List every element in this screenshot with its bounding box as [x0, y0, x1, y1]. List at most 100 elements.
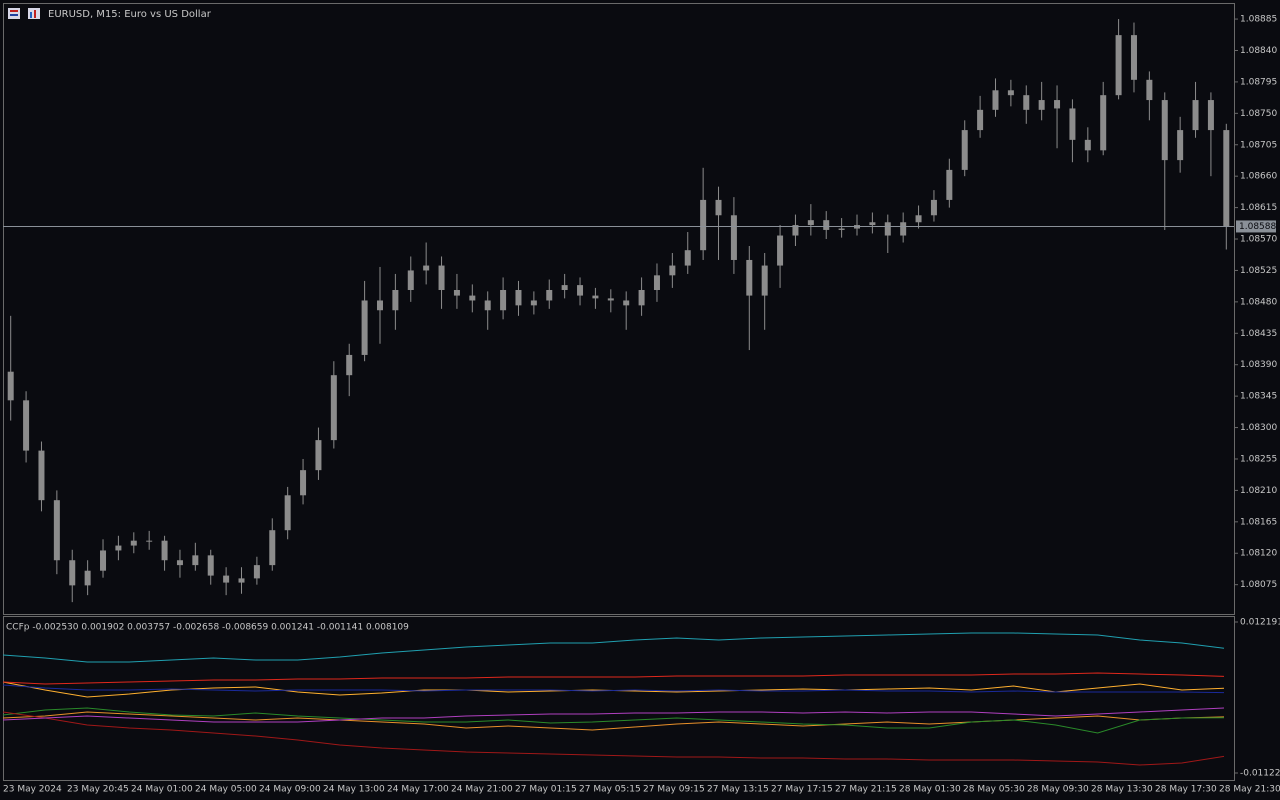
candle-body — [961, 130, 968, 170]
candle-body — [100, 550, 107, 571]
icon-part — [10, 14, 18, 16]
y-tick-label: 1.08885 — [1240, 15, 1277, 25]
candle-body — [669, 265, 676, 276]
candle-body — [7, 371, 14, 401]
candle-body — [469, 295, 476, 301]
x-tick-label: 27 May 05:15 — [579, 785, 641, 795]
candle-body — [777, 235, 784, 266]
y-tick-label: 1.08345 — [1240, 392, 1277, 402]
icon-part — [10, 10, 18, 12]
candle-body — [484, 300, 491, 311]
y-tick-label: 1.08480 — [1240, 297, 1277, 307]
candle-body — [1207, 100, 1214, 131]
x-tick-label: 28 May 17:30 — [1155, 785, 1217, 795]
x-tick-label: 28 May 13:30 — [1091, 785, 1153, 795]
candle-body — [1084, 139, 1091, 151]
candle-body — [653, 275, 660, 290]
icon[interactable] — [8, 8, 20, 19]
price-panel-frame — [3, 3, 1235, 615]
candle-body — [823, 220, 830, 230]
candle-body — [515, 289, 522, 306]
candle-body — [146, 540, 153, 542]
x-tick-label: 27 May 09:15 — [643, 785, 705, 795]
candle-body — [53, 500, 60, 561]
candle-body — [84, 570, 91, 586]
x-tick-label: 24 May 01:00 — [131, 785, 193, 795]
indicator-panel-frame — [3, 616, 1235, 781]
indicator-line — [2, 632, 1225, 663]
y-tick-label: 1.08210 — [1240, 486, 1277, 496]
candle-body — [530, 300, 537, 306]
y-tick-label: 1.08120 — [1240, 549, 1277, 559]
x-tick-label: 27 May 21:15 — [835, 785, 897, 795]
last-price-box — [1236, 220, 1276, 233]
candle-body — [807, 220, 814, 226]
candle-body — [607, 298, 614, 301]
candle-body — [1100, 95, 1107, 151]
candle-body — [346, 354, 353, 376]
candle-body — [1054, 100, 1061, 109]
candle-body — [115, 545, 122, 551]
toolbar-icons[interactable] — [8, 8, 40, 19]
candle-body — [900, 222, 907, 236]
candle-body — [161, 540, 168, 561]
candle-body — [1115, 35, 1122, 96]
chart-title: EURUSD, M15: Euro vs US Dollar — [48, 9, 212, 20]
candle-body — [269, 530, 276, 566]
candle-body — [423, 265, 430, 271]
last-price-label: 1.08588 — [1239, 222, 1276, 232]
y-tick-label: 1.08660 — [1240, 172, 1277, 182]
x-tick-label: 27 May 01:15 — [515, 785, 577, 795]
y-tick-label: 1.08525 — [1240, 266, 1277, 276]
y-tick-label: 1.08840 — [1240, 46, 1277, 56]
candle-body — [176, 560, 183, 566]
candle-body — [192, 555, 199, 566]
candle-body — [838, 228, 845, 230]
x-tick-label: 28 May 21:30 — [1219, 785, 1280, 795]
x-tick-label: 27 May 13:15 — [707, 785, 769, 795]
candle-body — [977, 109, 984, 131]
candle-body — [684, 250, 691, 266]
y-tick-label: 1.08255 — [1240, 454, 1277, 464]
candle-body — [1223, 130, 1230, 227]
candle-body — [930, 199, 937, 216]
candle-body — [946, 169, 953, 200]
x-tick-label: 28 May 01:30 — [899, 785, 961, 795]
candle-body — [238, 578, 245, 583]
candle-body — [361, 300, 368, 355]
candle-body — [392, 289, 399, 311]
candle-body — [592, 295, 599, 299]
candle-body — [253, 565, 260, 579]
indicator-title: CCFp -0.002530 0.001902 0.003757 -0.0026… — [6, 623, 409, 633]
candle-body — [561, 285, 568, 290]
y-tick-label: 1.08300 — [1240, 423, 1277, 433]
candle-body — [730, 215, 737, 260]
candle-body — [915, 215, 922, 223]
x-tick-label: 24 May 09:00 — [259, 785, 321, 795]
x-tick-label: 28 May 09:30 — [1027, 785, 1089, 795]
indicator-line — [2, 711, 1225, 766]
y-tick-label: 1.08750 — [1240, 109, 1277, 119]
y-tick-label: 1.08165 — [1240, 517, 1277, 527]
y-tick-label: 1.08570 — [1240, 235, 1277, 245]
candle-body — [315, 440, 322, 471]
candle-body — [130, 540, 137, 546]
y-tick-label: -0.011227 — [1240, 769, 1280, 779]
x-tick-label: 24 May 05:00 — [195, 785, 257, 795]
y-tick-label: 1.08615 — [1240, 203, 1277, 213]
candle-body — [746, 259, 753, 296]
candle-body — [577, 285, 584, 296]
candle-body — [407, 270, 414, 290]
candle-body — [223, 575, 230, 583]
candle-body — [1130, 35, 1137, 80]
candle-body — [992, 90, 999, 110]
x-tick-label: 24 May 21:00 — [451, 785, 513, 795]
candle-body — [700, 199, 707, 251]
candle-body — [284, 495, 291, 531]
indicator-line — [2, 707, 1225, 723]
x-tick-label: 27 May 17:15 — [771, 785, 833, 795]
y-tick-label: 1.08705 — [1240, 140, 1277, 150]
candle-body — [330, 375, 337, 441]
icon-part — [34, 10, 36, 18]
icon-part — [30, 12, 32, 18]
